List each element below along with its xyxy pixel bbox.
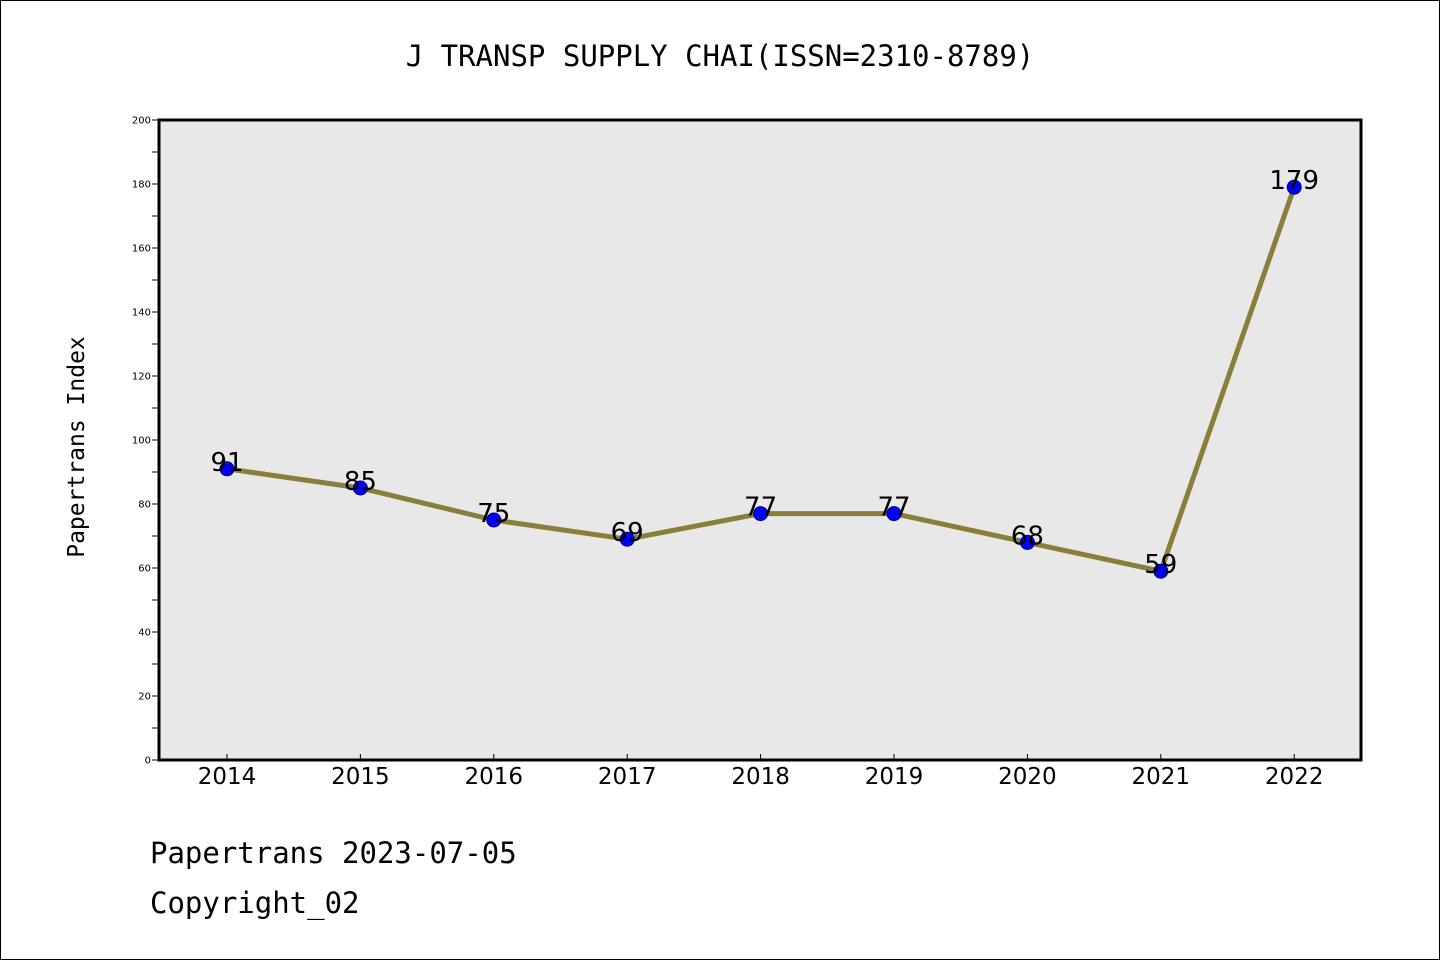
- ytick-label: 180: [132, 180, 151, 191]
- ytick-label: 40: [138, 628, 151, 639]
- footer-copyright: Copyright_02: [150, 886, 360, 920]
- ytick-label: 200: [132, 116, 151, 127]
- chart-title: J TRANSP SUPPLY CHAI(ISSN=2310-8789): [406, 39, 1035, 73]
- xtick-label: 2022: [1265, 764, 1324, 790]
- xtick-label: 2014: [198, 764, 257, 790]
- footer-date: Papertrans 2023-07-05: [150, 836, 517, 870]
- xtick-label: 2018: [731, 764, 790, 790]
- ytick-label: 60: [138, 564, 151, 575]
- data-label: 68: [1011, 521, 1044, 551]
- data-point: [219, 461, 235, 477]
- ytick-label: 160: [132, 244, 151, 255]
- data-point: [1286, 179, 1302, 195]
- data-points: [219, 179, 1302, 579]
- plot-frame: [157, 118, 1363, 762]
- xtick-label: 2016: [465, 764, 524, 790]
- data-label: 77: [877, 493, 910, 523]
- data-label: 91: [210, 448, 243, 478]
- xtick-label: 2019: [865, 764, 924, 790]
- data-label: 85: [344, 467, 377, 497]
- plot-area: [159, 120, 1361, 760]
- data-point: [352, 480, 368, 496]
- y-axis: 0 20 40 60 80 100 120 140 160 180 200: [132, 116, 159, 767]
- data-point: [753, 506, 769, 522]
- ytick-label: 100: [132, 436, 151, 447]
- data-label: 179: [1269, 166, 1319, 196]
- x-axis: 2014 2015 2016 2017 2018 2019 2020 2021 2022: [198, 754, 1324, 790]
- xtick-label: 2017: [598, 764, 657, 790]
- data-label: 77: [744, 493, 777, 523]
- xtick-label: 2015: [331, 764, 390, 790]
- y-axis-label: Papertrans Index: [64, 336, 90, 558]
- data-point: [1019, 534, 1035, 550]
- data-label: 75: [477, 499, 510, 529]
- ytick-label: 80: [138, 500, 151, 511]
- data-point: [486, 512, 502, 528]
- ytick-label: 120: [132, 372, 151, 383]
- data-point: [1153, 563, 1169, 579]
- xtick-label: 2021: [1132, 764, 1191, 790]
- data-labels: 91 85 75 69 77 77 68 59 179: [210, 166, 1319, 580]
- data-label: 59: [1144, 550, 1177, 580]
- data-point: [619, 531, 635, 547]
- ytick-label: 140: [132, 308, 151, 319]
- xtick-label: 2020: [998, 764, 1057, 790]
- data-label: 69: [611, 518, 644, 548]
- data-point: [886, 506, 902, 522]
- ytick-label: 20: [138, 692, 151, 703]
- ytick-label: 0: [145, 756, 151, 767]
